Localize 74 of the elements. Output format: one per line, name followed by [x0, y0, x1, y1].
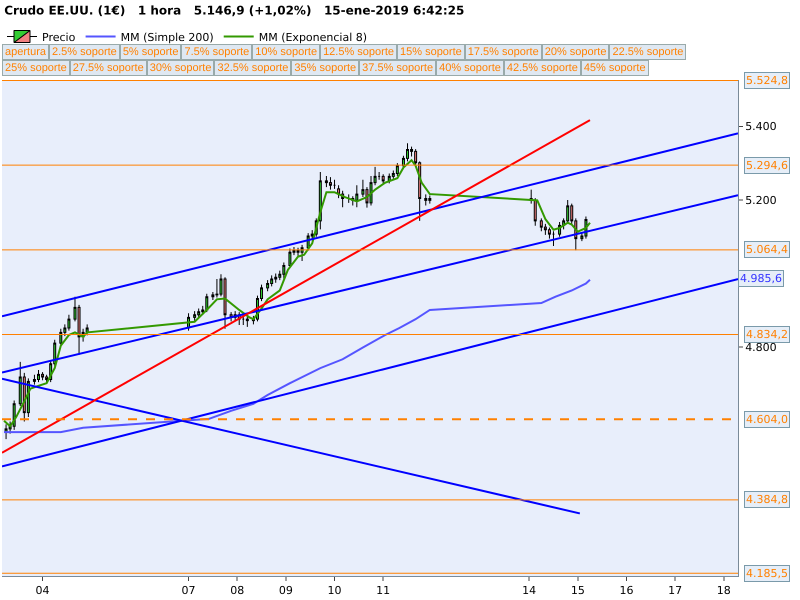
ref-line-label: 4.384,8 [746, 493, 788, 506]
x-tick-label: 15 [570, 584, 585, 598]
candlestick [201, 305, 204, 316]
legend-label: MM (Exponencial 8) [258, 30, 368, 44]
text: apertura [2, 44, 49, 60]
candlestick [242, 314, 245, 326]
chart-title: Crudo EE.UU. (1€) 1 hora 5.146,9 (+1,02%) 15-ene-2019 6:42:25 [4, 3, 464, 18]
text: 12.5% soporte [320, 44, 397, 60]
legend-label: MM (Simple 200) [120, 30, 214, 44]
candlestick [246, 316, 249, 328]
text: 7.5% soporte [181, 44, 252, 60]
text: 10% soporte [252, 44, 320, 60]
candlestick [224, 276, 227, 330]
candlestick [333, 179, 336, 190]
text: 35% soporte [291, 60, 360, 76]
x-tick-label: 16 [619, 584, 634, 598]
text: 42.5% soporte [504, 60, 581, 76]
x-tick-label: 07 [182, 584, 196, 598]
text: 5% soporte [120, 44, 182, 60]
text: 17.5% soporte [464, 44, 542, 60]
candlestick [382, 174, 385, 185]
text: 20% soporte [542, 44, 610, 60]
candlestick [552, 230, 555, 246]
ref-line-label: 5.294,6 [746, 159, 788, 172]
legend-label: Precio [42, 30, 76, 44]
x-tick-label: 04 [36, 584, 50, 598]
text: 32.5% soporte [214, 60, 292, 76]
candlestick [540, 218, 543, 232]
x-tick-label: 11 [376, 584, 390, 598]
text: 15% soporte [397, 44, 465, 60]
ref-line-label: 4.834,2 [746, 328, 788, 341]
candlestick [270, 274, 274, 287]
y-tick-label: 5.200 [745, 194, 777, 207]
candlestick [45, 374, 48, 384]
text: 25% soporte [2, 60, 70, 76]
candlestick [282, 262, 286, 280]
candlestick [396, 162, 399, 177]
text: 30% soporte [146, 60, 214, 76]
annotation: 4.985,6 [740, 272, 782, 285]
text: 37.5% soporte [359, 60, 436, 76]
ref-line-label: 4.185,5 [746, 567, 788, 580]
candlestick [59, 328, 62, 346]
text: 22.5% soporte [609, 44, 686, 60]
text: 45% soporte [580, 60, 649, 76]
candlestick [193, 310, 196, 322]
candlestick [41, 372, 44, 381]
candlestick [266, 280, 270, 292]
x-tick-label: 18 [716, 584, 731, 598]
line-series [3, 278, 591, 434]
candlestick [328, 176, 332, 190]
candlestick [32, 374, 36, 386]
y-tick-label: 5.400 [745, 120, 777, 134]
candlestick [37, 369, 40, 383]
ref-line-label: 5.064,4 [746, 243, 788, 256]
ref-line-label: 4.604,0 [746, 413, 788, 426]
candlestick [428, 195, 432, 204]
text: 40% soporte [436, 60, 504, 76]
ref-line-label: 5.524,8 [746, 74, 788, 87]
candlestick [215, 278, 218, 298]
candlestick [288, 248, 292, 269]
candlestick [355, 184, 358, 208]
candlestick [197, 308, 200, 318]
x-tick-label: 17 [668, 584, 682, 598]
candlestick [424, 194, 428, 206]
x-tick-label: 14 [522, 584, 536, 598]
text: 2.5% soporte [48, 44, 120, 60]
candlestick [274, 273, 278, 284]
text: 27.5% soporte [70, 60, 147, 76]
candlestick [324, 176, 328, 188]
y-tick-label: 4.800 [745, 340, 777, 354]
x-tick-label: 08 [230, 584, 244, 598]
x-tick-label: 09 [278, 584, 293, 598]
candlestick [4, 424, 8, 440]
x-tick-label: 10 [328, 584, 342, 598]
